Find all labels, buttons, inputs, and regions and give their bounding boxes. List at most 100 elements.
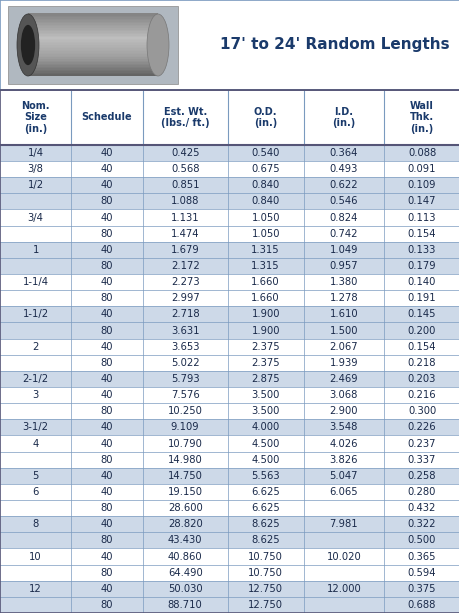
Text: 7.981: 7.981 xyxy=(329,519,358,529)
Text: 0.322: 0.322 xyxy=(407,519,435,529)
Text: 3/8: 3/8 xyxy=(28,164,44,174)
Text: 5: 5 xyxy=(33,471,39,481)
Text: 2.375: 2.375 xyxy=(251,341,280,352)
Text: 40: 40 xyxy=(101,471,113,481)
Text: 0.218: 0.218 xyxy=(407,358,435,368)
Text: 0.500: 0.500 xyxy=(407,535,435,546)
Text: 1.939: 1.939 xyxy=(329,358,358,368)
Text: 0.133: 0.133 xyxy=(407,245,435,255)
Bar xyxy=(28,37,157,39)
Bar xyxy=(28,66,157,68)
Text: 12.750: 12.750 xyxy=(247,584,283,594)
Text: 0.425: 0.425 xyxy=(171,148,199,158)
Text: 80: 80 xyxy=(101,535,113,546)
Text: 80: 80 xyxy=(101,503,113,513)
Text: 0.840: 0.840 xyxy=(251,196,279,207)
Text: 40: 40 xyxy=(101,552,113,562)
Text: 2-1/2: 2-1/2 xyxy=(22,374,49,384)
Bar xyxy=(0,226,459,242)
Text: 0.140: 0.140 xyxy=(407,277,435,287)
Bar xyxy=(28,46,157,48)
Bar xyxy=(0,338,459,355)
Text: 1.050: 1.050 xyxy=(251,213,279,223)
Bar xyxy=(28,55,157,58)
Bar xyxy=(28,48,157,50)
Bar xyxy=(28,43,157,45)
Text: 2.875: 2.875 xyxy=(251,374,280,384)
Bar xyxy=(28,69,157,71)
Text: I.D.
(in.): I.D. (in.) xyxy=(331,107,355,128)
Text: 1.088: 1.088 xyxy=(171,196,199,207)
Bar xyxy=(28,45,157,47)
Text: 0.237: 0.237 xyxy=(407,438,435,449)
Text: 0.179: 0.179 xyxy=(407,261,436,271)
Text: 40: 40 xyxy=(101,374,113,384)
Text: 1.500: 1.500 xyxy=(329,326,357,335)
Bar xyxy=(0,371,459,387)
Text: 40: 40 xyxy=(101,422,113,432)
Text: 2.718: 2.718 xyxy=(170,310,199,319)
Bar xyxy=(28,61,157,64)
Bar xyxy=(28,64,157,67)
Text: 8.625: 8.625 xyxy=(251,535,280,546)
Text: 0.493: 0.493 xyxy=(329,164,357,174)
Text: 0.540: 0.540 xyxy=(251,148,279,158)
Text: 3: 3 xyxy=(33,390,39,400)
Text: 1.474: 1.474 xyxy=(171,229,199,238)
Text: 43.430: 43.430 xyxy=(168,535,202,546)
Bar xyxy=(0,90,459,145)
Text: 10.750: 10.750 xyxy=(248,552,282,562)
Text: 10.750: 10.750 xyxy=(248,568,282,577)
Text: 4.500: 4.500 xyxy=(251,438,279,449)
Text: 40: 40 xyxy=(101,245,113,255)
Text: 0.840: 0.840 xyxy=(251,180,279,190)
Bar xyxy=(0,290,459,306)
Text: 40: 40 xyxy=(101,310,113,319)
Bar xyxy=(28,40,157,42)
Text: 1/2: 1/2 xyxy=(28,180,44,190)
Text: 6.065: 6.065 xyxy=(329,487,358,497)
Text: 0.113: 0.113 xyxy=(407,213,435,223)
Text: 88.710: 88.710 xyxy=(168,600,202,610)
Text: 3.548: 3.548 xyxy=(329,422,357,432)
Text: 5.022: 5.022 xyxy=(170,358,199,368)
Text: 0.200: 0.200 xyxy=(407,326,435,335)
Bar xyxy=(0,177,459,193)
Text: 80: 80 xyxy=(101,196,113,207)
Text: 3-1/2: 3-1/2 xyxy=(22,422,49,432)
Text: 3/4: 3/4 xyxy=(28,213,44,223)
Text: 2.172: 2.172 xyxy=(170,261,199,271)
Bar xyxy=(28,18,157,20)
Text: 10.790: 10.790 xyxy=(168,438,202,449)
Bar xyxy=(28,54,157,56)
Bar xyxy=(28,38,157,40)
Text: 5.563: 5.563 xyxy=(251,471,280,481)
Bar xyxy=(0,193,459,210)
Text: 80: 80 xyxy=(101,261,113,271)
Bar xyxy=(28,58,157,61)
Bar xyxy=(28,34,157,36)
Text: 40.860: 40.860 xyxy=(168,552,202,562)
Text: 2: 2 xyxy=(33,341,39,352)
Bar xyxy=(0,306,459,322)
Text: 12.750: 12.750 xyxy=(247,600,283,610)
Bar xyxy=(0,484,459,500)
Text: 1-1/2: 1-1/2 xyxy=(22,310,49,319)
Bar xyxy=(28,52,157,55)
Text: Est. Wt.
(lbs./ ft.): Est. Wt. (lbs./ ft.) xyxy=(161,107,209,128)
Text: 0.258: 0.258 xyxy=(407,471,435,481)
Text: 8.625: 8.625 xyxy=(251,519,280,529)
Text: 19.150: 19.150 xyxy=(167,487,202,497)
Text: 40: 40 xyxy=(101,519,113,529)
Bar xyxy=(0,565,459,581)
Bar xyxy=(28,20,157,21)
Text: 1.900: 1.900 xyxy=(251,326,279,335)
Bar xyxy=(0,403,459,419)
Bar xyxy=(28,21,157,23)
Bar xyxy=(0,452,459,468)
Text: 0.432: 0.432 xyxy=(407,503,435,513)
Text: 6.625: 6.625 xyxy=(251,503,280,513)
Text: 8: 8 xyxy=(33,519,39,529)
Text: 1: 1 xyxy=(33,245,39,255)
Bar xyxy=(0,500,459,516)
